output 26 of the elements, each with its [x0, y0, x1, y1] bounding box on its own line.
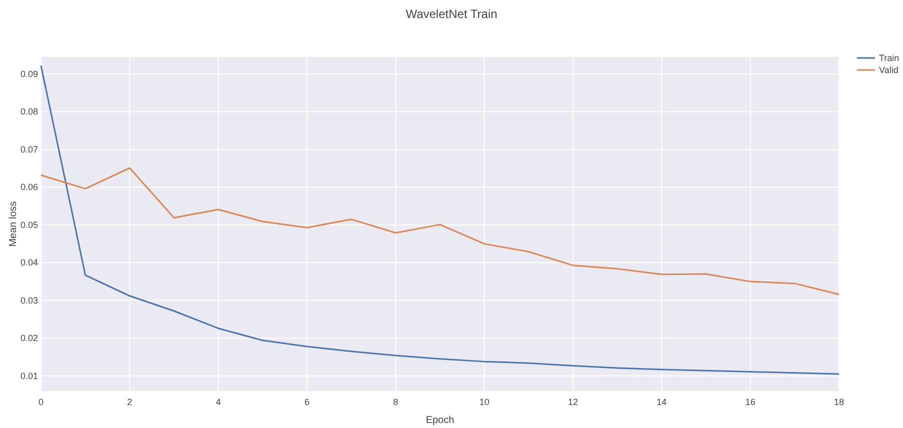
y-tick-label: 0.03 [20, 295, 38, 306]
line-series [40, 167, 840, 296]
x-axis-title: Epoch [426, 415, 454, 426]
x-tick-label: 14 [656, 397, 667, 407]
y-tick-label: 0.06 [20, 182, 38, 192]
y-tick-label: 0.08 [20, 106, 38, 117]
legend-label: Train [879, 53, 900, 63]
x-tick-label: 0 [38, 397, 44, 407]
x-tick-label: 4 [216, 397, 221, 407]
chart-title: WaveletNet Train [406, 7, 498, 21]
x-tick-label: 8 [393, 397, 398, 407]
x-tick-label: 10 [479, 397, 490, 407]
y-axis-title: Mean loss [8, 201, 19, 247]
y-tick-label: 0.05 [20, 220, 38, 230]
x-tick-label: 16 [745, 397, 756, 407]
x-tick-label: 18 [834, 397, 844, 407]
y-tick-label: 0.04 [20, 258, 38, 268]
y-tick-label: 0.09 [20, 68, 38, 79]
y-tick-label: 0.01 [20, 370, 38, 381]
line-series [40, 64, 840, 375]
y-tick-label: 0.02 [20, 333, 38, 344]
y-tick-label: 0.07 [20, 144, 38, 154]
legend-label: Valid [879, 65, 898, 75]
x-tick-label: 6 [304, 397, 310, 407]
x-tick-label: 2 [127, 397, 132, 407]
x-tick-label: 12 [568, 397, 578, 407]
